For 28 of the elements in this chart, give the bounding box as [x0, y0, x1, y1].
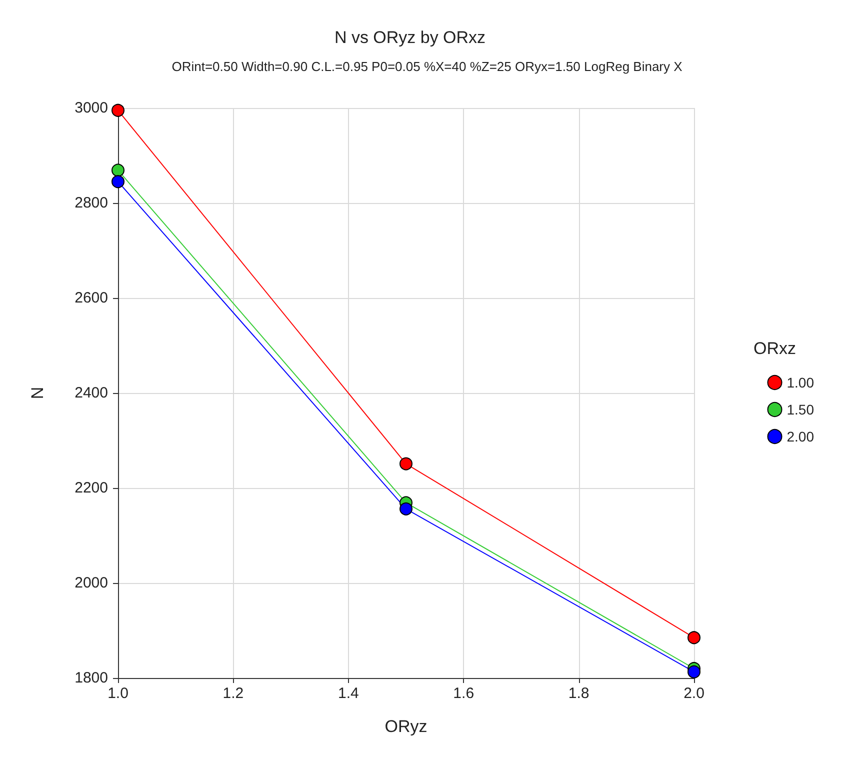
x-tick-label: 1.2 [222, 685, 244, 702]
legend-label: 1.00 [786, 374, 814, 390]
point [400, 502, 412, 516]
legend-title: ORxz [754, 339, 796, 358]
x-tick-label: 1.0 [108, 685, 128, 702]
point [400, 457, 412, 470]
y-tick-label: 3000 [74, 100, 108, 116]
point [688, 631, 700, 644]
point [112, 175, 124, 188]
x-tick-label: 1.6 [453, 685, 474, 702]
point [112, 164, 124, 177]
x-axis-title: ORyz [384, 717, 428, 736]
y-axis-title: N [28, 386, 47, 400]
x-tick-label: 1.4 [338, 685, 359, 702]
x-tick-label: 1.8 [568, 685, 590, 702]
legend-label: 1.50 [786, 402, 814, 418]
y-tick-label: 2200 [74, 480, 108, 496]
x-tick-label: 2.0 [684, 685, 704, 702]
point [112, 104, 124, 117]
y-tick-label: 2400 [74, 384, 108, 402]
y-tick-label: 2000 [74, 574, 108, 592]
chart-title: N vs ORyz by ORxz [334, 28, 486, 47]
y-tick-label: 1800 [74, 670, 108, 686]
point [688, 665, 700, 678]
legend-label: 2.00 [786, 428, 814, 444]
chart-subtitle: ORint=0.50 Width=0.90 C.L.=0.95 P0=0.05 %X=40 %Z=25 ORyx=1.50 LogReg Binary X [172, 59, 683, 74]
y-tick-label: 2600 [74, 290, 108, 306]
y-tick-label: 2800 [74, 194, 108, 212]
